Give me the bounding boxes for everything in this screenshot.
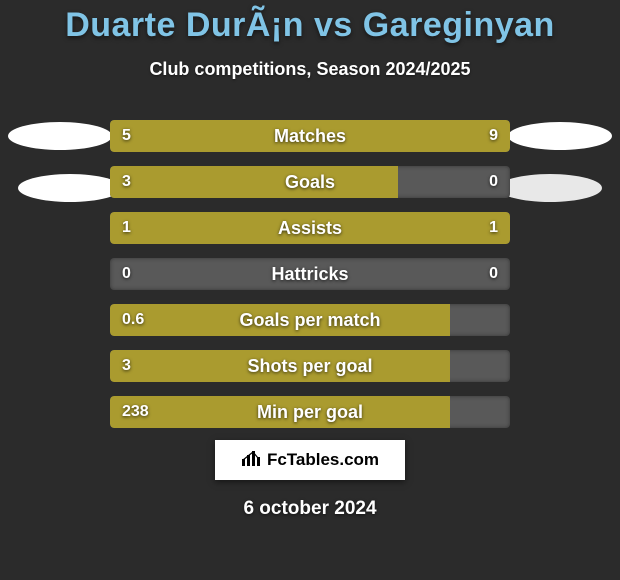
subtitle: Club competitions, Season 2024/2025 [0, 59, 620, 80]
logo-text: FcTables.com [267, 450, 379, 470]
bar-label: Goals per match [110, 304, 510, 336]
bar-row: 59Matches [110, 120, 510, 152]
bar-label: Goals [110, 166, 510, 198]
bar-label: Shots per goal [110, 350, 510, 382]
player-left-ellipse-1 [8, 122, 112, 150]
chart-icon [241, 449, 263, 472]
bars-area: 59Matches 30Goals 11Assists 00Hattricks 0.6G… [110, 120, 510, 442]
bar-row: 3Shots per goal [110, 350, 510, 382]
bar-row: 30Goals [110, 166, 510, 198]
player-right-ellipse-2 [498, 174, 602, 202]
page-title: Duarte DurÃ¡n vs Gareginyan [0, 0, 620, 45]
bar-row: 0.6Goals per match [110, 304, 510, 336]
bar-row: 11Assists [110, 212, 510, 244]
player-left-ellipse-2 [18, 174, 122, 202]
bar-row: 00Hattricks [110, 258, 510, 290]
comparison-infographic: Duarte DurÃ¡n vs Gareginyan Club competi… [0, 0, 620, 580]
date-label: 6 october 2024 [0, 498, 620, 520]
logo-box: FcTables.com [215, 440, 405, 480]
bar-label: Assists [110, 212, 510, 244]
player-right-ellipse-1 [508, 122, 612, 150]
bar-label: Hattricks [110, 258, 510, 290]
bar-label: Matches [110, 120, 510, 152]
bar-row: 238Min per goal [110, 396, 510, 428]
bar-label: Min per goal [110, 396, 510, 428]
